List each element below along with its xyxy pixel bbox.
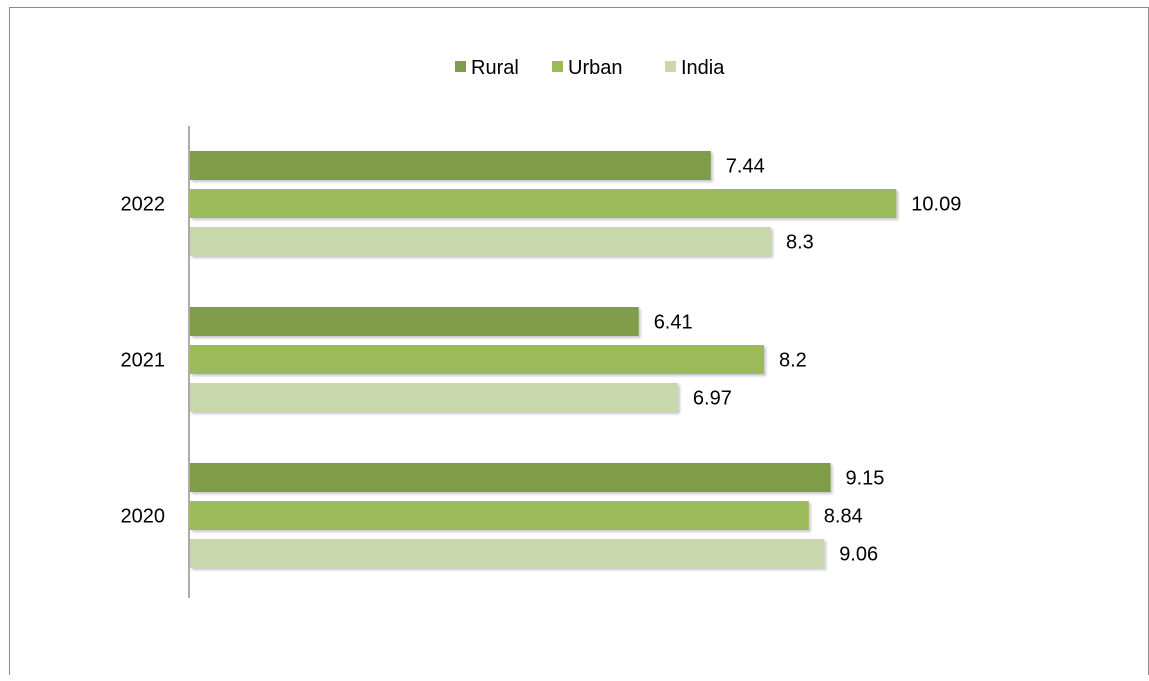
bar-urban-2020 (190, 501, 809, 530)
legend-item-rural: Rural (455, 57, 519, 79)
category-axis-labels: 2022 2021 2020 (121, 194, 166, 528)
bar-india-2020 (190, 539, 825, 568)
bar-rural-2020 (190, 463, 831, 492)
data-label-urban-2020: 8.84 (824, 506, 863, 528)
data-label-rural-2022: 7.44 (726, 156, 765, 178)
bar-rural-2021 (190, 307, 639, 336)
legend-swatch-urban (552, 61, 563, 72)
category-label-2022: 2022 (121, 194, 166, 216)
legend: Rural Urban India (455, 57, 725, 79)
legend-item-india: India (665, 57, 725, 79)
data-label-rural-2021: 6.41 (654, 312, 693, 334)
data-label-rural-2020: 9.15 (846, 468, 885, 490)
chart-frame: Rural Urban India 7.44 10.09 8.3 6.41 8.2 6.97 9… (9, 7, 1149, 675)
legend-swatch-india (665, 61, 676, 72)
legend-item-urban: Urban (552, 57, 622, 79)
data-label-india-2021: 6.97 (693, 388, 732, 410)
bar-chart: Rural Urban India 7.44 10.09 8.3 6.41 8.2 6.97 9… (121, 57, 962, 598)
data-label-india-2020: 9.06 (839, 544, 878, 566)
plot-area (190, 151, 897, 568)
legend-label-india: India (681, 57, 725, 79)
category-label-2021: 2021 (121, 350, 166, 372)
bar-india-2021 (190, 383, 678, 412)
legend-label-urban: Urban (568, 57, 622, 79)
bar-urban-2022 (190, 189, 897, 218)
data-label-india-2022: 8.3 (786, 232, 814, 254)
bar-india-2022 (190, 227, 771, 256)
legend-label-rural: Rural (471, 57, 519, 79)
data-labels: 7.44 10.09 8.3 6.41 8.2 6.97 9.15 8.84 9.06 (654, 156, 962, 566)
bar-rural-2022 (190, 151, 711, 180)
bar-urban-2021 (190, 345, 764, 374)
data-label-urban-2022: 10.09 (911, 194, 961, 216)
legend-swatch-rural (455, 61, 466, 72)
data-label-urban-2021: 8.2 (779, 350, 807, 372)
category-label-2020: 2020 (121, 506, 166, 528)
